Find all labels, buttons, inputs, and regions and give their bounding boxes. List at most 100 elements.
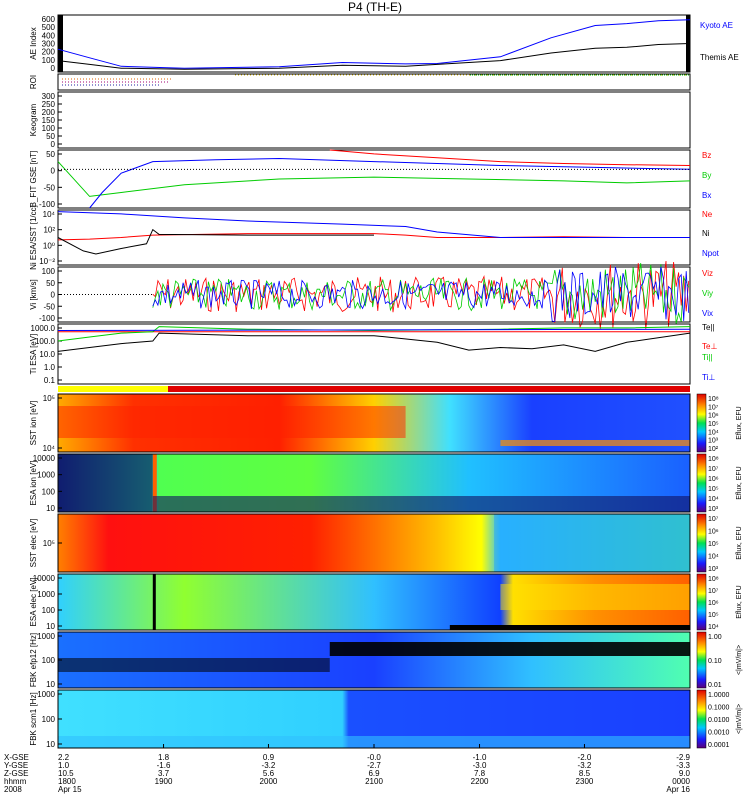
ytick-fbk_e: 100 — [42, 656, 56, 665]
mode-bar-segment — [58, 386, 168, 392]
ytick-ae: 200 — [42, 48, 56, 57]
colorbar-tick-sst_elec: 10⁷ — [708, 516, 719, 523]
colorbar-sst_ion — [696, 393, 707, 453]
ytick-density: 10⁻² — [39, 257, 55, 266]
colorbar-tick-sst_ion: 10⁴ — [708, 429, 719, 436]
xaxis-row-label: Y-GSE — [4, 761, 28, 770]
ytick-velocity: 100 — [42, 267, 56, 276]
ytick-temperature: 1000.0 — [31, 324, 56, 333]
ytick-density: 10⁴ — [43, 210, 56, 219]
xtick-label: Apr 16 — [666, 785, 690, 794]
ylabel-density: Ni ESA/SST [1/cc] — [29, 205, 38, 270]
ytick-sst_ion: 10⁵ — [43, 394, 55, 403]
ytick-ae: 500 — [42, 23, 56, 32]
xtick-label: 5.6 — [263, 769, 275, 778]
ytick-esa_elec: 100 — [42, 606, 56, 615]
ytick-keogram: 0 — [51, 140, 56, 149]
xtick-label: 1.0 — [58, 761, 70, 770]
ylabel-temperature: Ti ESA [eV] — [29, 334, 38, 375]
series-line-velocity-2 — [152, 266, 690, 323]
series-line-ae-1 — [57, 43, 691, 70]
xtick-label: -1.0 — [473, 753, 487, 762]
ytick-esa_elec: 1000 — [37, 590, 55, 599]
ytick-fbk_e: 1000 — [37, 632, 55, 641]
ytick-velocity: -50 — [43, 302, 55, 311]
series-line-velocity-1 — [152, 262, 690, 324]
xtick-label: 1800 — [58, 777, 76, 786]
ylabel-sst_elec: SST elec [eV] — [29, 519, 38, 568]
xtick-label: -1.6 — [157, 761, 171, 770]
legend-bfield-0: Bz — [702, 151, 711, 160]
xtick-label: -2.9 — [676, 753, 690, 762]
ytick-bfield: 50 — [46, 150, 55, 159]
colorbar-tick-sst_elec: 10⁵ — [708, 541, 719, 548]
panel-frame-temperature — [57, 323, 691, 385]
sst-ion-core — [58, 406, 406, 438]
ytick-esa_ion: 1000 — [37, 471, 55, 480]
legend-bfield-2: Bx — [702, 191, 711, 200]
colorbar-tick-fbk_b: 0.0001 — [708, 742, 730, 749]
xtick-label: -2.7 — [367, 761, 381, 770]
xtick-label: 7.8 — [474, 769, 486, 778]
colorbar-esa_ion — [696, 453, 707, 513]
xtick-label: Apr 15 — [58, 785, 82, 794]
esa-ion-low — [152, 496, 691, 512]
colorbar-tick-sst_elec: 10³ — [708, 566, 719, 573]
ylabel-velocity: Vi [km/s] — [29, 279, 38, 310]
ylabel-sst_ion: SST ion [eV] — [29, 401, 38, 446]
panel-frame-keogram — [57, 91, 691, 149]
ylabel-esa_elec: ESA elec [eV] — [29, 578, 38, 627]
series-line-ae-0 — [57, 19, 691, 69]
colorbar-tick-esa_elec: 10⁵ — [708, 612, 719, 619]
ytick-temperature: 10.0 — [39, 350, 55, 359]
xtick-label: 1900 — [155, 777, 173, 786]
xtick-label: 2100 — [365, 777, 383, 786]
colorbar-label-esa_ion: Eflux, EFU — [736, 466, 743, 499]
ytick-keogram: 300 — [42, 92, 56, 101]
colorbar-tick-esa_elec: 10⁶ — [708, 600, 719, 607]
legend-velocity-0: Viz — [702, 269, 713, 278]
ytick-esa_elec: 10 — [46, 622, 55, 631]
xtick-label: 1.8 — [158, 753, 170, 762]
xtick-label: 2.2 — [58, 753, 70, 762]
ytick-velocity: 50 — [46, 279, 55, 288]
colorbar-tick-fbk_b: 0.0100 — [708, 717, 730, 724]
series-line-bfield-0 — [329, 149, 691, 166]
ylabel-ae: AE Index — [29, 27, 38, 59]
xaxis-row-label: Z-GSE — [4, 769, 28, 778]
colorbar-label-fbk_b: <|mV/m|> — [736, 704, 743, 734]
panel-frame-sst_ion — [57, 393, 691, 453]
ytick-density: 10² — [43, 226, 55, 235]
xtick-label: -3.2 — [578, 761, 592, 770]
panel-frame-esa_elec — [57, 573, 691, 631]
mode-bar — [58, 386, 690, 392]
colorbar-label-sst_ion: Eflux, EFU — [736, 406, 743, 439]
legend-velocity-2: Vix — [702, 309, 713, 318]
series-line-density-2 — [57, 211, 690, 238]
series-line-bfield-2 — [89, 157, 691, 209]
colorbar-tick-sst_ion: 10⁵ — [708, 421, 719, 428]
colorbar-sst_elec — [696, 513, 707, 573]
colorbar-tick-esa_elec: 10⁷ — [708, 588, 719, 595]
ytick-density: 10⁰ — [43, 241, 55, 250]
xaxis-row-label: 2008 — [4, 785, 22, 794]
series-line-bfield-1 — [57, 161, 691, 197]
colorbar-tick-fbk_b: 1.0000 — [708, 692, 730, 699]
colorbar-label-esa_elec: Eflux, EFU — [736, 585, 743, 618]
ylabel-esa_ion: ESA ion [eV] — [29, 461, 38, 506]
legend-bfield-1: By — [702, 171, 711, 180]
series-line-density-1 — [57, 228, 374, 255]
ytick-keogram: 150 — [42, 116, 56, 125]
esa-ion-noise — [58, 454, 153, 512]
colorbar-label-sst_elec: Eflux, EFU — [736, 526, 743, 559]
colorbar-tick-sst_elec: 10⁴ — [708, 554, 719, 561]
ytick-esa_elec: 10000 — [33, 574, 56, 583]
legend-density-0: Ne — [702, 210, 713, 219]
colorbar-tick-esa_ion: 10⁵ — [708, 486, 719, 493]
ytick-ae: 400 — [42, 31, 56, 40]
ytick-fbk_b: 1000 — [37, 690, 55, 699]
colorbar-tick-esa_ion: 10³ — [708, 506, 719, 513]
colorbar-tick-sst_ion: 10⁸ — [708, 396, 719, 403]
xtick-label: 0000 — [672, 777, 690, 786]
time-axis: X-GSEY-GSEZ-GSEhhmm20082.21.010.51800Apr… — [4, 744, 691, 794]
